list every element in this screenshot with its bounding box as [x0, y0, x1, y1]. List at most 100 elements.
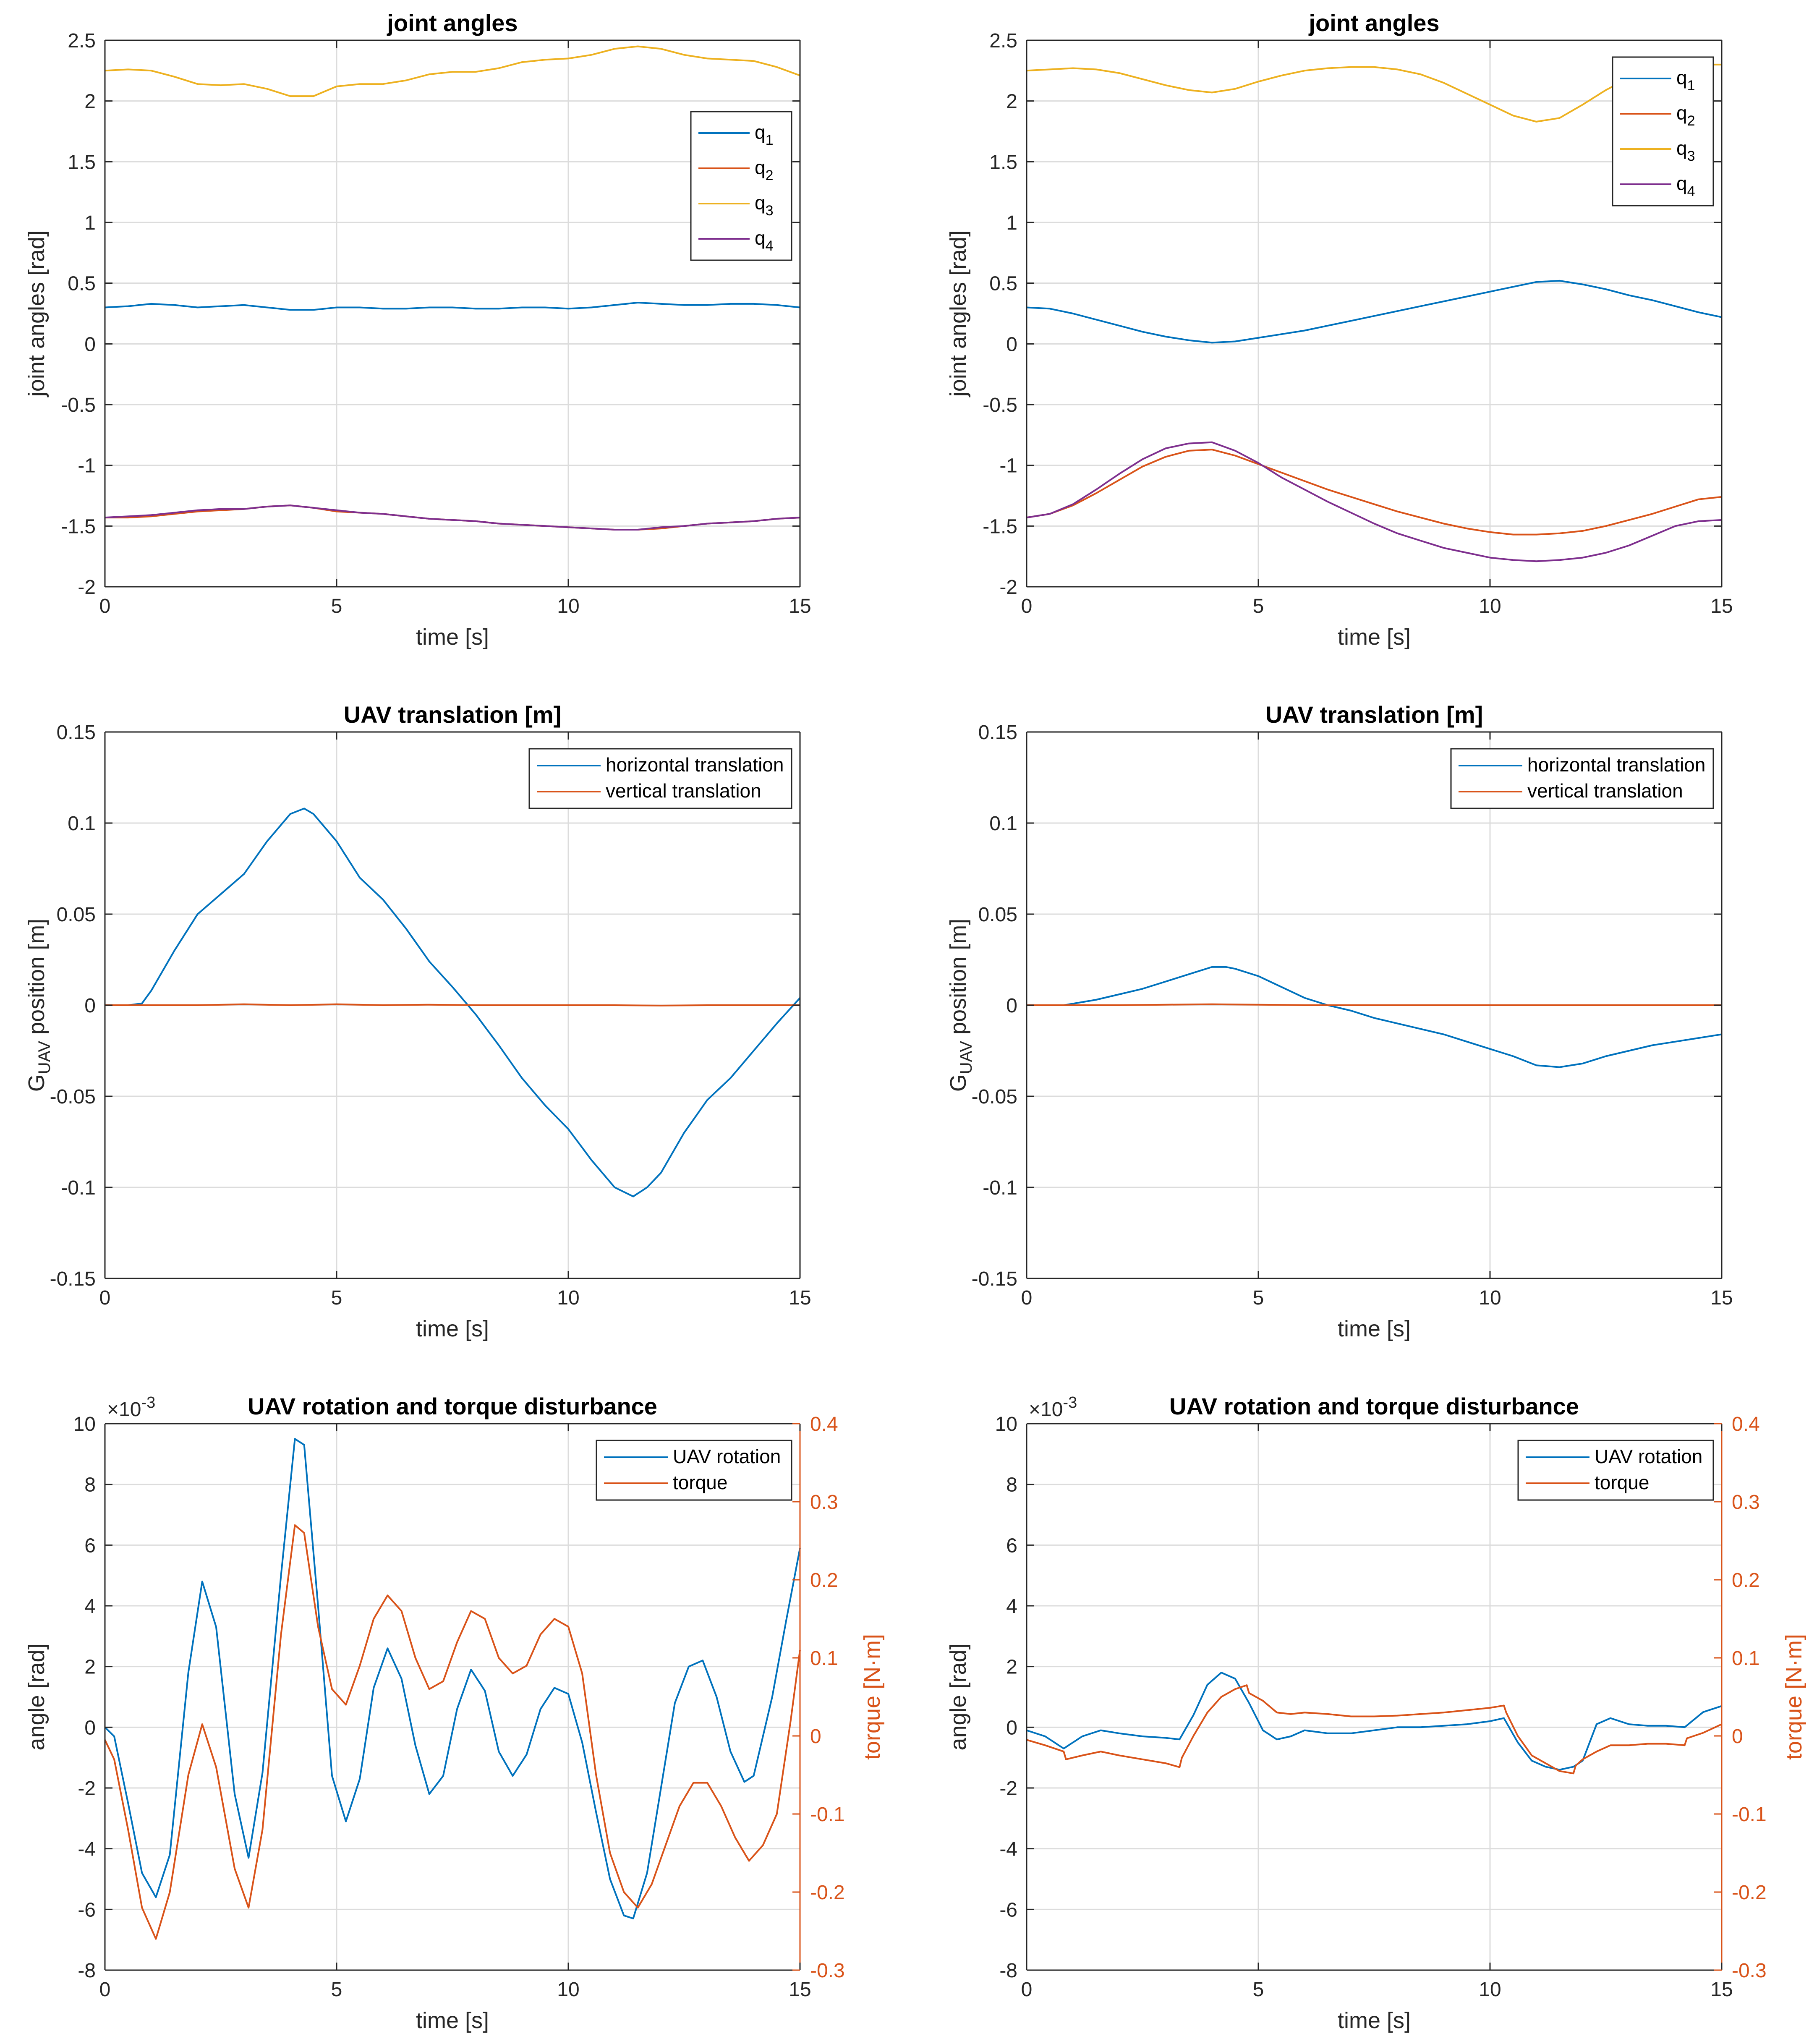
legend-label-main: q: [1676, 137, 1687, 159]
y-tick-label: -2: [78, 576, 96, 599]
legend-box: [528, 748, 792, 809]
x-tick-label: 5: [331, 1287, 342, 1309]
y-axis-label: joint angles [rad]: [946, 230, 971, 397]
series-line-q3: [105, 45, 800, 97]
legend-label-main: UAV rotation: [1595, 1445, 1702, 1467]
legend-label-main: q: [755, 192, 766, 214]
joint-angles-right-panel: 0 5 10 15 -2 -1.5 -1 -0.5 0 0.5 1 1.5 2 2.5 joint angl…: [946, 10, 1733, 650]
series-line-q4: [105, 504, 800, 531]
y-tick-label: -2: [999, 1777, 1017, 1800]
y2-tick-label: 0.2: [810, 1569, 838, 1592]
y-tick-label: -8: [999, 1960, 1017, 1982]
y2-tick-label: 0.4: [810, 1413, 838, 1435]
y-axis-label-main: angle [rad]: [946, 1643, 971, 1750]
y2-tick-label: -0.2: [1732, 1882, 1767, 1904]
y-tick-label: 0.05: [57, 904, 96, 926]
y-axis-label: joint angles [rad]: [24, 230, 49, 397]
x-tick-label: 0: [99, 595, 111, 617]
uav-rotation-left-panel: 0 5 10 15 -8 -6 -4 -2 0 2 4 6 8 10 -0.3 -0.2 -0.1 0 0.1 0.2…: [24, 1393, 885, 2033]
y-tick-label: -1: [999, 455, 1017, 477]
y-tick-label: 0.1: [68, 813, 96, 835]
legend-label: q3: [1676, 137, 1695, 164]
legend: horizontal translation vertical translati…: [528, 748, 792, 809]
x-tick-label: 15: [789, 1287, 811, 1309]
y2-tick-label: 0.4: [1732, 1413, 1760, 1435]
exponent-base: ×10: [1029, 1398, 1063, 1421]
plot-area: [105, 40, 800, 587]
y-tick-label: -0.1: [983, 1177, 1017, 1199]
y2-tick-label: 0.1: [810, 1647, 838, 1670]
legend-label: q4: [755, 227, 774, 254]
exponent-label: ×10-3: [107, 1394, 155, 1421]
y-tick-label: 0.15: [57, 721, 96, 744]
y-tick-label: -1.5: [983, 515, 1017, 538]
y-tick-label: 2.5: [68, 30, 96, 52]
y-tick-label: 0: [84, 995, 96, 1017]
y-axis-label-main: joint angles [rad]: [24, 230, 49, 397]
legend-label-sub: 2: [1687, 113, 1695, 129]
legend-label: horizontal translation: [606, 754, 784, 776]
x-tick-label: 10: [1479, 595, 1501, 617]
y-tick-label: 8: [1006, 1474, 1017, 1496]
x-axis-label: time [s]: [1338, 2008, 1411, 2033]
legend-label: q2: [1676, 102, 1695, 129]
uav-rotation-right-panel: 0 5 10 15 -8 -6 -4 -2 0 2 4 6 8 10 -0.3 -0.2 -0.1 0 0.1 0.2…: [946, 1393, 1806, 2033]
legend-label-main: q: [1676, 67, 1687, 89]
legend-label: UAV rotation: [673, 1445, 781, 1467]
y-axis-label: angle [rad]: [946, 1643, 971, 1750]
plot-area: [1027, 1424, 1722, 1970]
y-axis-label-main: joint angles [rad]: [946, 230, 971, 397]
chart-title: UAV translation [m]: [344, 701, 562, 728]
y-tick-label: -0.05: [50, 1086, 96, 1108]
y2-tick-label: 0.2: [1732, 1569, 1760, 1592]
x-tick-label: 15: [1710, 1287, 1733, 1309]
series-line-q2: [1026, 449, 1722, 536]
legend-label: vertical translation: [606, 780, 761, 802]
exponent-label: ×10-3: [1029, 1394, 1077, 1421]
y-tick-label: 2: [1006, 1656, 1017, 1678]
y-axis-label-tail: position [m]: [946, 919, 971, 1041]
x-axis-label: time [s]: [416, 2008, 489, 2033]
legend-label-main: horizontal translation: [1527, 754, 1705, 776]
y-tick-label: 0: [1006, 995, 1017, 1017]
x-tick-label: 15: [1710, 595, 1733, 617]
x-tick-label: 5: [331, 595, 342, 617]
y-tick-label: 0.5: [989, 273, 1017, 295]
y2-axis-label: torque [N·m]: [860, 1634, 885, 1760]
x-tick-label: 5: [1253, 1287, 1264, 1309]
y-tick-label: -0.5: [983, 394, 1017, 416]
legend-label-main: vertical translation: [1527, 780, 1683, 802]
y-tick-label: 4: [84, 1595, 96, 1618]
y-tick-label: 4: [1006, 1595, 1017, 1618]
legend-label-main: vertical translation: [606, 780, 761, 802]
x-axis-label: time [s]: [416, 1316, 489, 1341]
y2-tick-label: -0.1: [810, 1804, 845, 1826]
legend-label: q3: [755, 192, 774, 219]
x-tick-label: 0: [99, 1979, 111, 2001]
y-tick-label: 2.5: [989, 30, 1017, 52]
y-axis-label-main: G: [24, 1074, 49, 1092]
series-line-uav-rotation: [104, 1438, 801, 1919]
y2-tick-label: 0: [1732, 1725, 1743, 1748]
series-line-torque: [1026, 1684, 1722, 1775]
legend-label-main: q: [755, 157, 766, 178]
y-tick-label: 2: [84, 1656, 96, 1678]
y2-tick-label: 0.1: [1732, 1647, 1760, 1670]
x-tick-label: 0: [1021, 595, 1033, 617]
legend-label-main: q: [1676, 102, 1687, 124]
y-tick-label: -6: [78, 1899, 96, 1921]
y2-tick-label: 0.3: [1732, 1491, 1760, 1513]
y-tick-label: -0.1: [61, 1177, 96, 1199]
x-tick-label: 0: [99, 1287, 111, 1309]
y-tick-label: 0.1: [989, 813, 1017, 835]
y-tick-label: 0.05: [978, 904, 1017, 926]
x-tick-label: 15: [1710, 1979, 1733, 2001]
series-line-vertical-translation: [1027, 1003, 1722, 1006]
legend-label: torque: [1595, 1472, 1649, 1493]
x-tick-label: 10: [557, 1979, 579, 2001]
y-axis-label-main: G: [946, 1074, 971, 1092]
legend-label-main: torque: [1595, 1472, 1649, 1493]
y2-tick-label: 0: [810, 1725, 821, 1748]
